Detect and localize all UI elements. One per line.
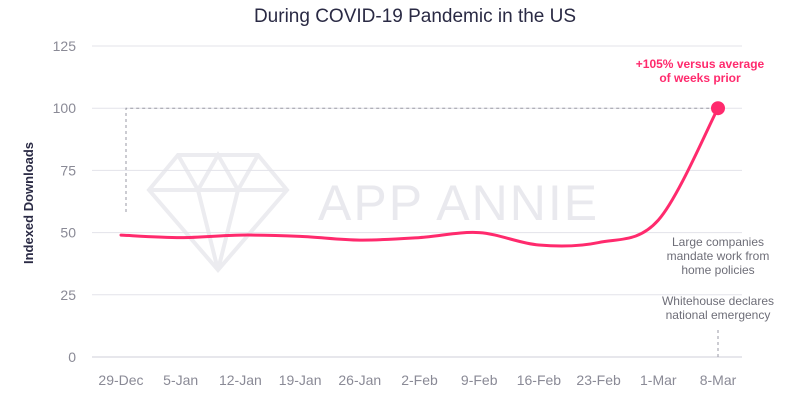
- x-tick-label: 12-Jan: [219, 372, 262, 388]
- annotation-line: mandate work from: [667, 249, 770, 263]
- annotation-line: national emergency: [666, 308, 771, 322]
- chart-title: During COVID-19 Pandemic in the US: [254, 6, 576, 27]
- y-tick-label: 25: [60, 287, 76, 303]
- watermark-diamond-icon: [146, 150, 290, 274]
- annotation-line: Whitehouse declares: [662, 294, 774, 308]
- x-tick-label: 29-Dec: [98, 372, 143, 388]
- y-tick-label: 100: [53, 100, 77, 116]
- annotation-line: of weeks prior: [659, 71, 741, 85]
- x-tick-label: 8-Mar: [700, 372, 737, 388]
- series: [119, 101, 725, 248]
- series-line: [119, 106, 720, 248]
- x-tick-label: 19-Jan: [279, 372, 322, 388]
- y-tick-label: 0: [68, 349, 76, 365]
- x-tick-label: 2-Feb: [401, 372, 438, 388]
- y-tick-label: 50: [60, 225, 76, 241]
- peak-point: [711, 101, 725, 116]
- x-tick-labels: 29-Dec 5-Jan 12-Jan 19-Jan 26-Jan 2-Feb 9-Feb 1…: [98, 372, 736, 388]
- watermark-text: APP ANNIE: [318, 175, 599, 231]
- annotation-line: home policies: [681, 263, 754, 277]
- x-tick-label: 1-Mar: [640, 372, 677, 388]
- y-tick-label: 75: [60, 162, 76, 178]
- annotation-line: +105% versus average: [636, 57, 765, 71]
- annotation-guides: [125, 107, 719, 360]
- y-tick-label: 125: [53, 38, 77, 54]
- x-tick-label: 16-Feb: [517, 372, 562, 388]
- x-tick-label: 23-Feb: [576, 372, 621, 388]
- annotation-line: Large companies: [672, 235, 764, 249]
- x-tick-label: 9-Feb: [461, 372, 498, 388]
- x-tick-label: 26-Jan: [338, 372, 381, 388]
- y-axis-label: Indexed Downloads: [21, 142, 36, 264]
- grid: [92, 45, 742, 358]
- x-tick-label: 5-Jan: [163, 372, 198, 388]
- y-tick-labels: 0 25 50 75 100 125: [53, 38, 77, 365]
- reference-dashed-line: [125, 107, 718, 212]
- watermark: APP ANNIE: [146, 150, 599, 274]
